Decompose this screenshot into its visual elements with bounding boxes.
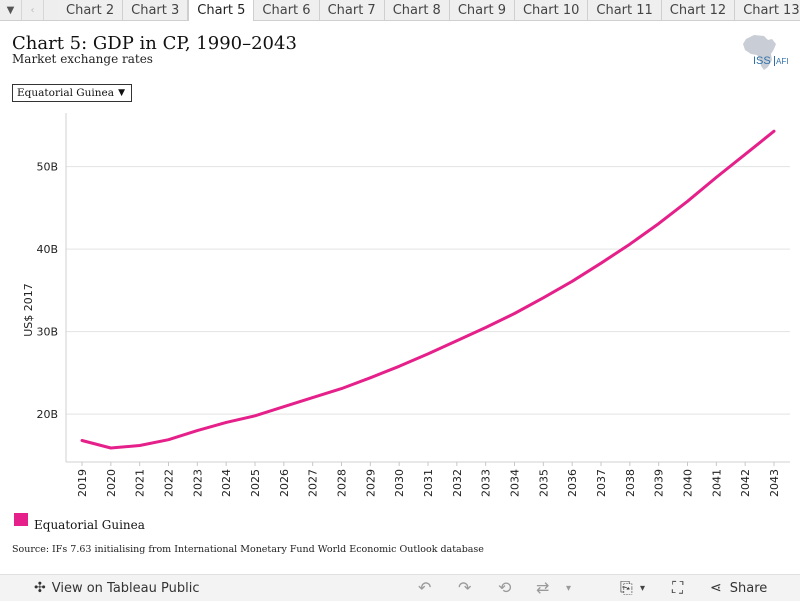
y-tick-label: 40B bbox=[36, 243, 58, 256]
y-tick-label: 30B bbox=[36, 326, 58, 339]
x-tick-label: 2020 bbox=[105, 469, 118, 497]
x-tick-label: 2021 bbox=[134, 469, 147, 497]
tab-menu-chevron-down-icon[interactable]: ▼ bbox=[0, 0, 22, 20]
redo-icon[interactable]: ↷ bbox=[458, 578, 472, 597]
country-filter-dropdown[interactable]: Equatorial Guinea ▼ bbox=[12, 84, 132, 102]
x-tick-label: 2035 bbox=[537, 469, 550, 497]
chart-legend[interactable]: Equatorial Guinea bbox=[14, 512, 145, 532]
tab-chart-5[interactable]: Chart 5 bbox=[188, 0, 255, 21]
tab-scroll-left-icon[interactable]: ‹ bbox=[22, 0, 44, 20]
x-tick-label: 2026 bbox=[278, 469, 291, 497]
y-axis-label: US$ 2017 bbox=[22, 283, 35, 337]
x-tick-label: 2041 bbox=[710, 469, 723, 497]
x-tick-label: 2022 bbox=[163, 469, 176, 497]
x-tick-label: 2028 bbox=[336, 469, 349, 497]
x-tick-label: 2031 bbox=[422, 469, 435, 497]
x-tick-label: 2034 bbox=[509, 469, 522, 497]
x-tick-labels: 2019 2020 2021 2022 2023 2024 2025 2026 2027 2028… bbox=[76, 462, 781, 497]
chart-title: Chart 5: GDP in CP, 1990–2043 bbox=[12, 33, 297, 54]
x-tick-label: 2036 bbox=[566, 469, 579, 497]
grid-lines bbox=[66, 166, 790, 415]
chart-subtitle: Market exchange rates bbox=[12, 52, 153, 66]
y-tick-labels: 20B 30B 40B 50B bbox=[36, 161, 58, 422]
download-dropdown-chevron-icon[interactable]: ▾ bbox=[640, 583, 646, 594]
tableau-toolbar: ✣ View on Tableau Public ↶ ↷ ⟲ ⇄ ▾ ⎘ ▾ ⛶… bbox=[0, 574, 800, 601]
series-line-equatorial-guinea bbox=[80, 129, 776, 450]
share-icon: ⋖ bbox=[710, 580, 722, 596]
tab-chart-3[interactable]: Chart 3 bbox=[123, 0, 189, 20]
x-tick-label: 2027 bbox=[307, 469, 320, 497]
gdp-line-chart: 20B 30B 40B 50B 2019 2020 2021 2022 2023 2024 202… bbox=[22, 113, 790, 497]
iss-afi-logo: ISS AFI bbox=[738, 33, 793, 73]
y-tick-label: 50B bbox=[36, 161, 58, 174]
tab-chart-13[interactable]: Chart 13 bbox=[735, 0, 800, 20]
legend-label: Equatorial Guinea bbox=[34, 518, 145, 532]
tab-chart-6[interactable]: Chart 6 bbox=[254, 0, 320, 20]
x-tick-label: 2038 bbox=[624, 469, 637, 497]
refresh-dropdown-chevron-icon[interactable]: ▾ bbox=[566, 583, 572, 594]
logo-text-iss: ISS bbox=[753, 55, 771, 67]
x-tick-label: 2019 bbox=[76, 469, 89, 497]
tableau-logo-icon: ✣ bbox=[34, 580, 46, 596]
x-tick-label: 2033 bbox=[480, 469, 493, 497]
x-tick-label: 2024 bbox=[220, 469, 233, 497]
refresh-icon[interactable]: ⇄ bbox=[536, 578, 550, 597]
x-tick-label: 2039 bbox=[653, 469, 666, 497]
x-tick-label: 2043 bbox=[768, 469, 781, 497]
chevron-down-icon: ▼ bbox=[118, 88, 125, 98]
tab-chart-2[interactable]: Chart 2 bbox=[58, 0, 124, 20]
source-note: Source: IFs 7.63 initialising from Inter… bbox=[12, 544, 484, 555]
x-tick-label: 2030 bbox=[393, 469, 406, 497]
x-tick-label: 2042 bbox=[739, 469, 752, 497]
africa-map-icon: ISS AFI bbox=[743, 35, 788, 70]
tab-chart-8[interactable]: Chart 8 bbox=[384, 0, 450, 20]
view-on-tableau-link[interactable]: ✣ View on Tableau Public bbox=[34, 580, 199, 596]
x-tick-label: 2032 bbox=[451, 469, 464, 497]
logo-text-afi: AFI bbox=[776, 57, 788, 66]
download-icon[interactable]: ⎘ bbox=[620, 578, 633, 597]
x-tick-label: 2029 bbox=[364, 469, 377, 497]
tab-list: Chart 2 Chart 3 Chart 5 Chart 6 Chart 7 Chart… bbox=[58, 0, 800, 21]
share-button[interactable]: ⋖ Share bbox=[710, 580, 767, 596]
x-tick-label: 2025 bbox=[249, 469, 262, 497]
tab-chart-12[interactable]: Chart 12 bbox=[661, 0, 736, 20]
tab-chart-10[interactable]: Chart 10 bbox=[514, 0, 589, 20]
undo-icon[interactable]: ↶ bbox=[418, 578, 432, 597]
fullscreen-icon[interactable]: ⛶ bbox=[672, 578, 684, 597]
x-tick-label: 2037 bbox=[595, 469, 608, 497]
tab-chart-11[interactable]: Chart 11 bbox=[588, 0, 662, 20]
tab-chart-9[interactable]: Chart 9 bbox=[449, 0, 515, 20]
tab-chart-7[interactable]: Chart 7 bbox=[319, 0, 385, 20]
revert-icon[interactable]: ⟲ bbox=[498, 578, 512, 597]
country-filter-value: Equatorial Guinea bbox=[17, 87, 115, 99]
view-on-tableau-label: View on Tableau Public bbox=[51, 580, 200, 596]
x-tick-label: 2040 bbox=[682, 469, 695, 497]
share-label: Share bbox=[729, 580, 768, 596]
y-tick-label: 20B bbox=[36, 408, 58, 421]
legend-swatch bbox=[14, 512, 28, 526]
x-tick-label: 2023 bbox=[191, 469, 204, 497]
